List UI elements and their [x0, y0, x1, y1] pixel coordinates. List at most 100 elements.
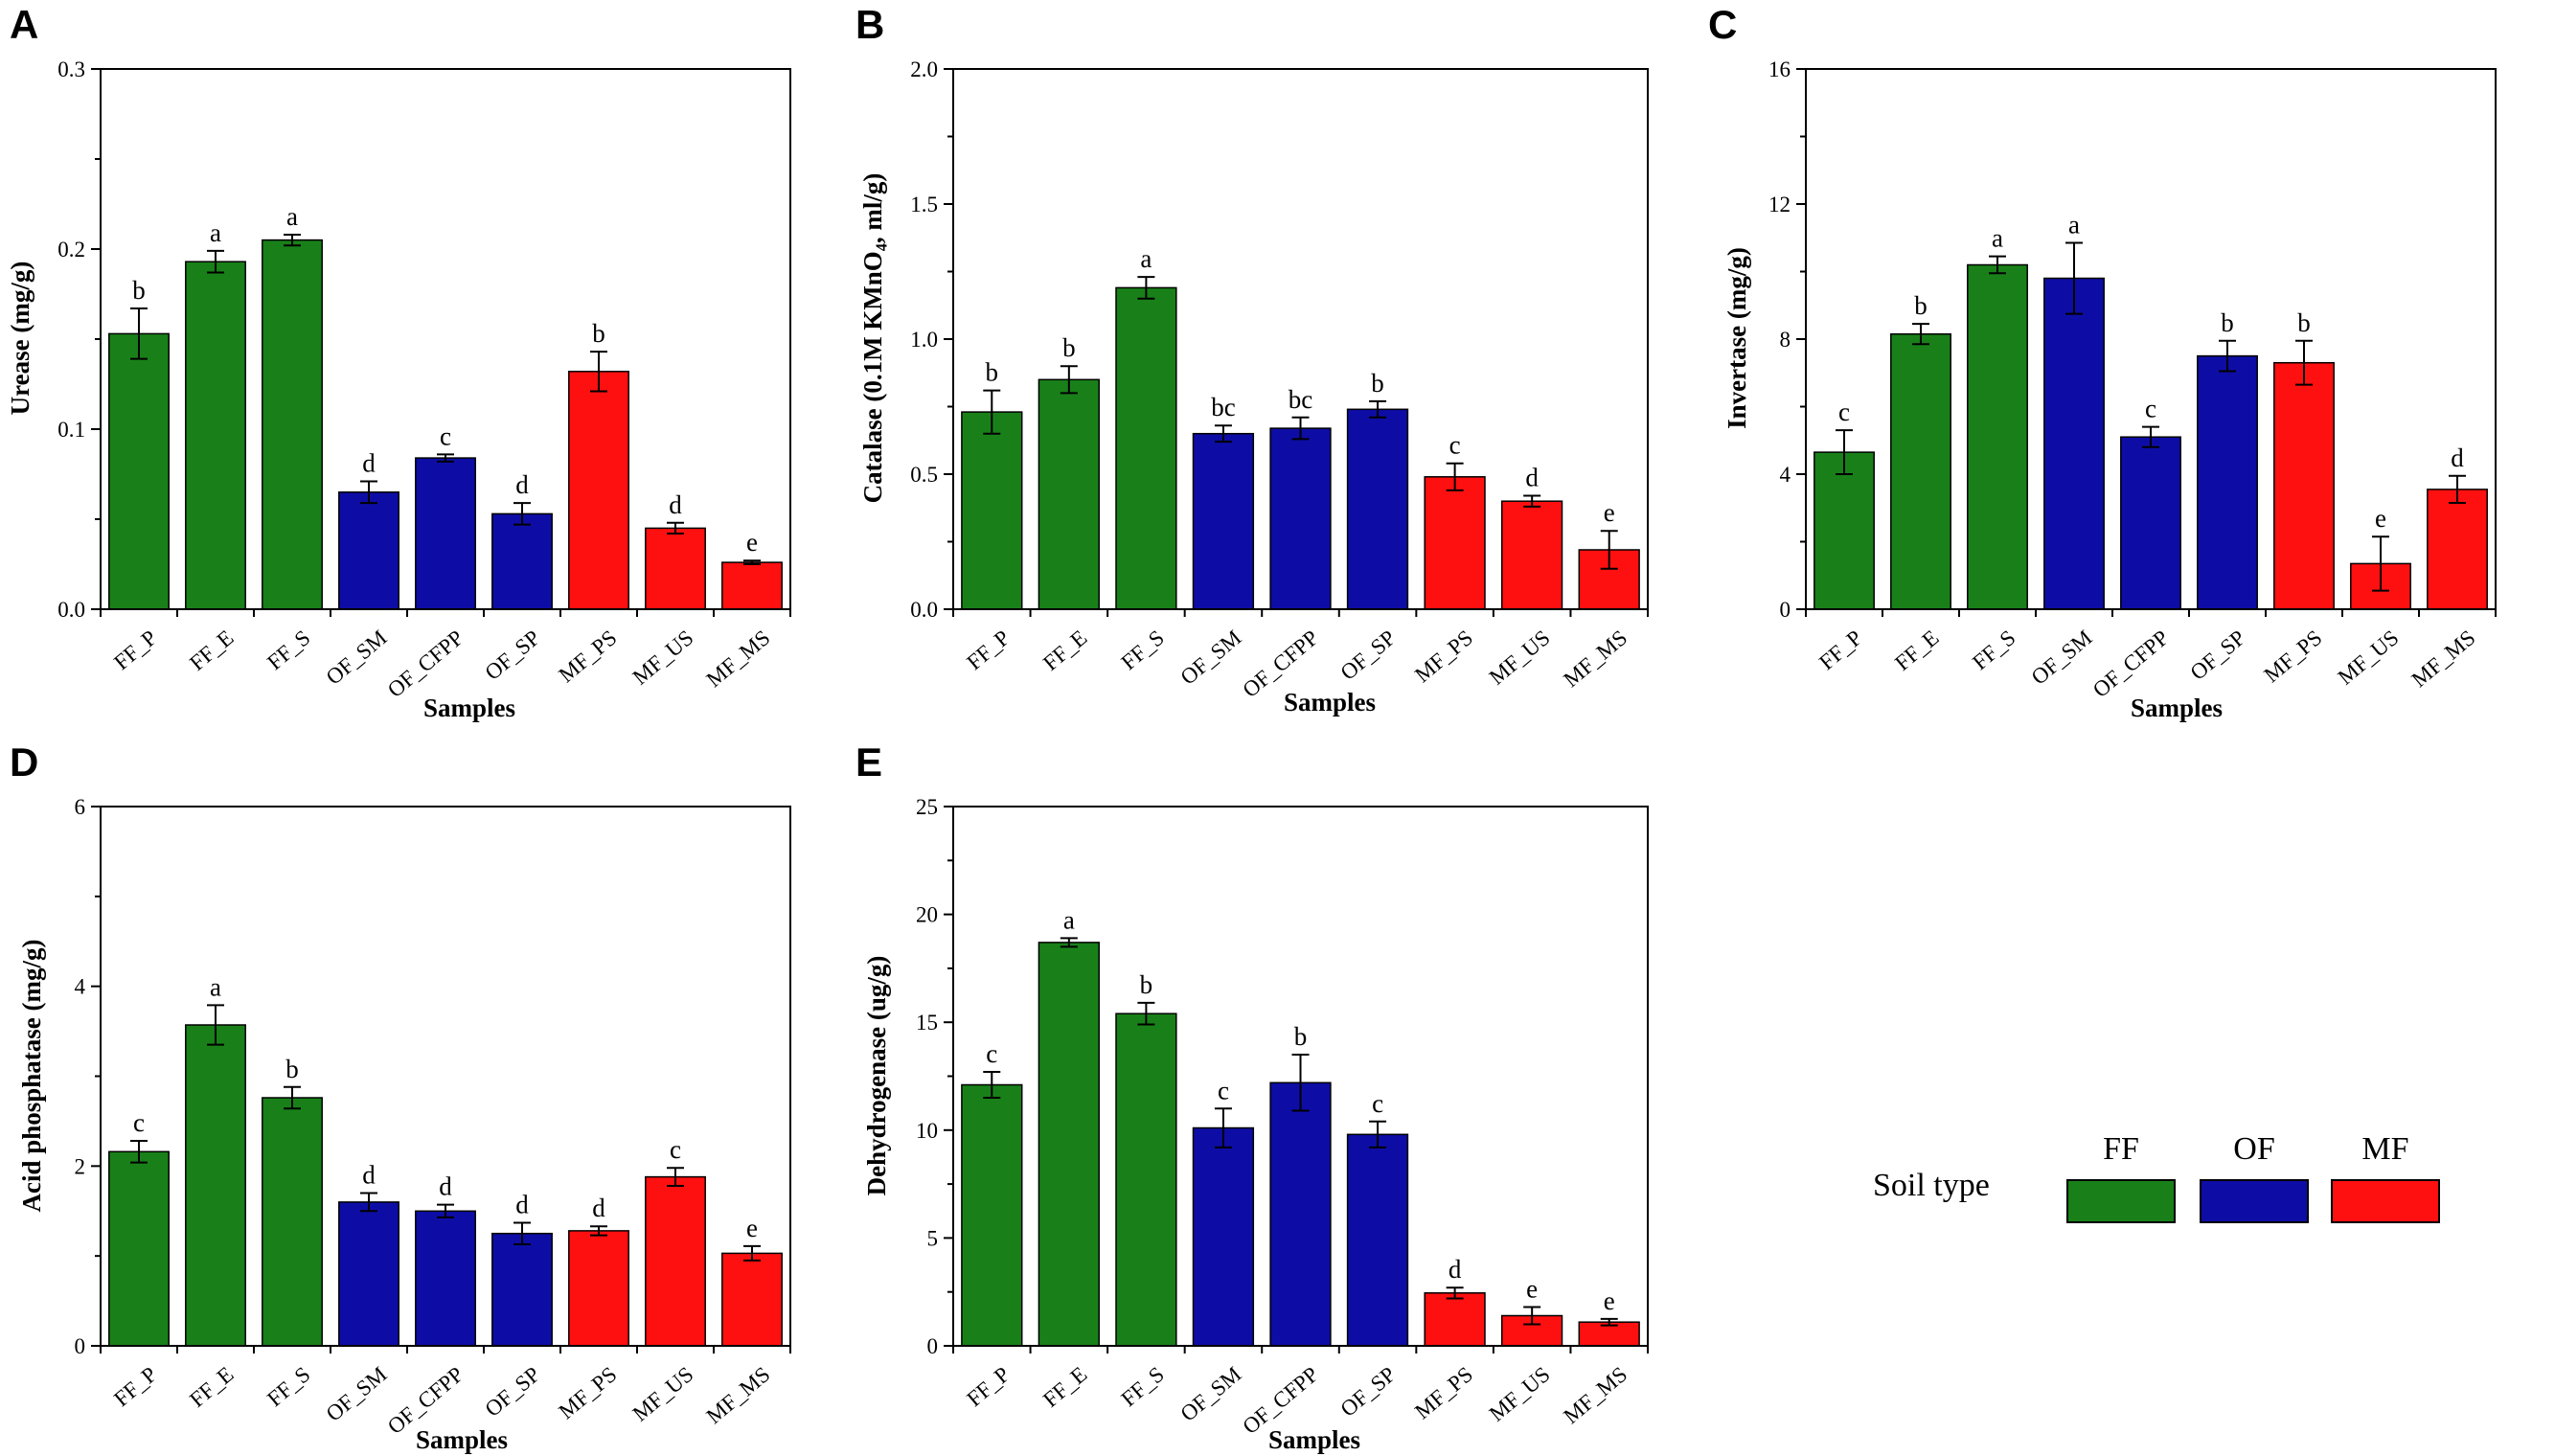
significance-letter: d — [515, 1190, 529, 1218]
category-label: MF_PS — [1410, 1362, 1477, 1423]
y-tick-label: 4 — [75, 975, 86, 999]
category-label: FF_S — [1968, 626, 2019, 674]
error-bar — [284, 233, 301, 247]
error-bar — [1600, 1317, 1618, 1327]
category-label: MF_US — [2334, 626, 2404, 690]
y-axis-title: Catalase (0.1M KMnO₄, ml/g) — [858, 173, 887, 504]
error-bar — [1989, 255, 2006, 275]
error-bar — [983, 1070, 1001, 1100]
category-label: MF_MS — [1559, 626, 1631, 692]
panel-a-letter: A — [10, 2, 38, 47]
category-label: OF_SM — [1176, 1362, 1246, 1426]
significance-letter: a — [1063, 905, 1075, 934]
category-label: FF_P — [109, 1362, 161, 1411]
y-tick-label: 0.2 — [57, 238, 85, 262]
significance-letter: c — [1449, 431, 1461, 460]
category-label: FF_P — [109, 626, 161, 674]
category-label: OF_SM — [2027, 626, 2097, 690]
legend-swatch-ff — [2066, 1179, 2176, 1223]
bar-ff-e — [1038, 942, 1100, 1347]
legend-label-ff: FF — [2103, 1131, 2139, 1167]
bar-ff-s — [1115, 286, 1177, 610]
legend-title: Soil type — [1873, 1168, 1990, 1203]
significance-letter: d — [515, 470, 529, 499]
y-tick-label: 25 — [916, 795, 938, 819]
legend-swatch-mf — [2331, 1179, 2440, 1223]
significance-letter: b — [1914, 291, 1928, 320]
x-axis-title: Samples — [1284, 688, 1376, 717]
y-tick-label: 0 — [75, 1334, 86, 1358]
significance-letter: e — [1526, 1274, 1538, 1303]
category-label: FF_S — [262, 1362, 314, 1411]
significance-letter: bc — [1289, 385, 1313, 414]
significance-letter: b — [2297, 308, 2311, 337]
error-bar — [1446, 462, 1464, 491]
error-bar — [130, 307, 148, 360]
significance-letter: e — [746, 528, 758, 557]
error-bar — [513, 502, 531, 526]
category-label: OF_SM — [322, 1362, 392, 1426]
bar-of-sp — [491, 512, 553, 610]
error-bar — [1836, 429, 1853, 475]
bar-ff-e — [185, 261, 246, 610]
y-tick-label: 10 — [916, 1119, 938, 1143]
y-tick-label: 0 — [1780, 598, 1791, 622]
category-label: OF_SP — [480, 626, 544, 685]
error-bar — [1523, 494, 1541, 508]
bar-of-sp — [1346, 1133, 1409, 1347]
significance-letter: d — [592, 1194, 605, 1222]
significance-letter: a — [210, 218, 221, 247]
significance-letter: b — [285, 1055, 299, 1083]
bar-mf-ps — [568, 1230, 629, 1347]
significance-letter: b — [986, 358, 999, 387]
error-bar — [1600, 530, 1618, 570]
category-label: OF_SP — [1336, 626, 1401, 685]
legend-swatch-of — [2200, 1179, 2309, 1223]
significance-letter: b — [2221, 308, 2234, 337]
error-bar — [667, 1167, 684, 1187]
error-bar — [1446, 1286, 1464, 1300]
significance-letter: e — [1604, 498, 1615, 527]
y-tick-label: 0.5 — [910, 463, 938, 487]
y-tick-label: 0.3 — [57, 57, 85, 81]
panel-d: DcFF_PaFF_EbFF_SdOF_SMdOF_CFPPdOF_SPdMF_… — [10, 739, 791, 1454]
error-bar — [2295, 339, 2313, 386]
significance-letter: a — [210, 972, 221, 1001]
panel-c-letter: C — [1708, 2, 1737, 47]
significance-letter: c — [1838, 398, 1850, 426]
significance-letter: c — [670, 1135, 681, 1164]
y-tick-label: 0.0 — [910, 598, 938, 622]
error-bar — [437, 453, 454, 463]
panel-c: Cc FF_P b FF_E a FF_S a OF_SM c OF_CFPP b OF_SP b MF_… — [1708, 2, 2497, 722]
error-bar — [1060, 365, 1078, 395]
bar-of-sm — [338, 491, 399, 610]
error-bar — [1291, 416, 1310, 441]
category-label: MF_PS — [2260, 626, 2327, 687]
bar-of-cfpp — [1269, 1081, 1332, 1347]
significance-letter: c — [2145, 395, 2156, 423]
bar-mf-ps — [1424, 476, 1486, 610]
x-axis-title: Samples — [423, 694, 515, 722]
category-label: MF_MS — [1559, 1362, 1631, 1428]
category-label: MF_US — [1485, 1362, 1555, 1426]
soil-type-legend: Soil type FF OF MF — [1873, 1131, 2440, 1223]
category-label: FF_P — [963, 626, 1015, 674]
bar-ff-s — [262, 1097, 323, 1347]
error-bar — [1214, 1107, 1232, 1149]
y-tick-label: 2.0 — [910, 57, 938, 81]
category-label: FF_S — [1117, 626, 1169, 674]
bar-of-cfpp — [1269, 427, 1332, 610]
error-bar — [1137, 1001, 1155, 1026]
y-tick-label: 20 — [916, 903, 938, 927]
error-bar — [207, 249, 224, 274]
error-bar — [2449, 474, 2466, 504]
error-bar — [2142, 425, 2159, 448]
error-bar — [207, 1004, 224, 1046]
error-bar — [667, 521, 684, 535]
bar-ff-p — [961, 411, 1023, 610]
y-axis-title: Dehydrogenase (ug/g) — [862, 956, 891, 1196]
error-bar — [743, 559, 761, 565]
bar-mf-us — [645, 1175, 706, 1347]
bar-mf-ps — [568, 371, 629, 610]
legend-label-of: OF — [2233, 1131, 2274, 1167]
